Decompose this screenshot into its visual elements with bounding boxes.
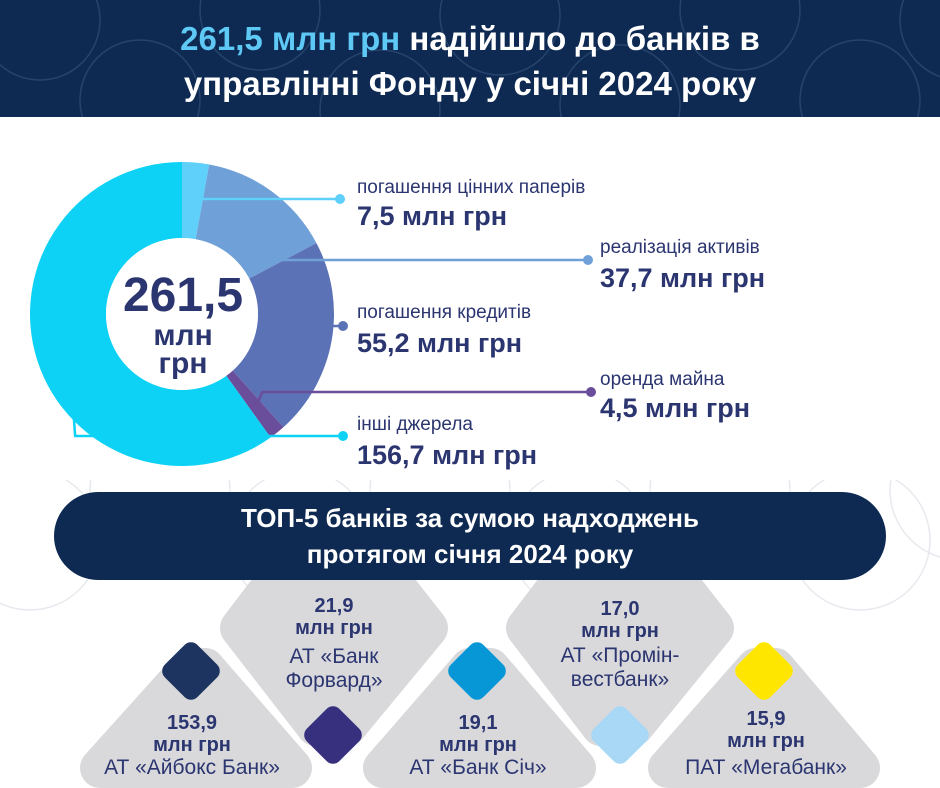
bank-card-mega: 15,9 млн грн ПАТ «Мегабанк» xyxy=(664,708,868,780)
header-pattern xyxy=(0,0,940,117)
marker-diamond-sich xyxy=(448,642,506,700)
top5-banner-text: ТОП-5 банків за сумою надходжень протяго… xyxy=(54,500,886,572)
banner-line2: протягом січня 2024 року xyxy=(306,539,634,569)
bank-name-line1: АТ «Айбокс Банк» xyxy=(104,756,280,779)
leader-dot-securities xyxy=(335,194,345,204)
slice-label-loans: погашення кредитів xyxy=(357,302,532,323)
top5-banner xyxy=(54,492,886,580)
bank-amount: 19,1 xyxy=(458,712,498,734)
center-unit-line2: грн xyxy=(158,347,208,380)
slice-value-loans: 55,2 млн грн xyxy=(357,328,523,358)
banner-line1: ТОП-5 банків за сумою надходжень xyxy=(241,503,699,533)
marker-diamond-mega xyxy=(735,642,793,700)
slice-label-securities: погашення цінних паперів xyxy=(357,177,586,198)
donut-slice-other xyxy=(30,162,271,466)
leader-line-assets xyxy=(250,218,588,262)
donut-slice-securities xyxy=(182,162,210,240)
leader-line-loans xyxy=(297,324,343,336)
header-banner: 261,5 млн грн надійшло до банків в управ… xyxy=(0,0,940,117)
bank-name-line1: ПАТ «Мегабанк» xyxy=(685,756,847,779)
bank-card-forward: 21,9 млн грн АТ «Банк Форвард» xyxy=(252,595,416,693)
bank-unit: млн грн xyxy=(295,617,373,639)
title-line1: надійшло до банків в xyxy=(409,20,760,57)
bank-unit: млн грн xyxy=(581,620,659,642)
marker-diamond-forward xyxy=(304,706,362,764)
donut-hole xyxy=(106,238,258,390)
leader-dot-other xyxy=(338,431,348,441)
bank-name-line2: вестбанк» xyxy=(570,668,670,691)
bank-unit: млн грн xyxy=(153,734,231,756)
slice-label-assets: реалізація активів xyxy=(600,237,760,258)
donut-slice-rent xyxy=(226,370,284,438)
center-total-value: 261,5 xyxy=(122,269,244,322)
leader-dot-loans xyxy=(338,321,348,331)
leader-dot-rent xyxy=(586,387,596,397)
bank-name-line1: АТ «Промін- xyxy=(560,644,680,667)
center-total-unit: млн грн xyxy=(108,319,258,380)
bank-card-promin: 17,0 млн грн АТ «Промін- вестбанк» xyxy=(536,598,704,692)
bank-card-sich: 19,1 млн грн АТ «Банк Січ» xyxy=(380,712,576,780)
slice-label-rent: оренда майна xyxy=(600,369,725,390)
leader-dot-assets xyxy=(583,255,593,265)
title-highlight: 261,5 млн грн xyxy=(180,20,401,57)
leader-line-securities xyxy=(192,194,340,201)
slice-value-securities: 7,5 млн грн xyxy=(357,201,508,231)
bank-name-line1: АТ «Банк xyxy=(289,645,379,668)
bank-amount: 21,9 xyxy=(314,595,354,617)
bank-amount: 153,9 xyxy=(166,712,218,734)
donut-slice-loans xyxy=(232,243,334,428)
slice-value-assets: 37,7 млн грн xyxy=(600,263,766,293)
marker-diamond-ibox xyxy=(162,642,220,700)
bank-name-line1: АТ «Банк Січ» xyxy=(409,756,547,779)
slice-value-other: 156,7 млн грн xyxy=(357,440,538,470)
bank-amount: 15,9 xyxy=(746,708,786,730)
page-title: 261,5 млн грн надійшло до банків в управ… xyxy=(0,16,940,106)
slice-value-rent: 4,5 млн грн xyxy=(600,393,751,423)
marker-diamond-promin xyxy=(591,706,649,764)
bank-unit: млн грн xyxy=(439,734,517,756)
title-line2: управлінні Фонду у січні 2024 року xyxy=(183,65,757,102)
center-unit-line1: млн xyxy=(153,319,213,352)
slice-label-other: інші джерела xyxy=(357,414,473,435)
leader-line-other xyxy=(67,350,343,438)
bank-unit: млн грн xyxy=(727,730,805,752)
leader-line-rent xyxy=(255,390,591,407)
bank-card-ibox: 153,9 млн грн АТ «Айбокс Банк» xyxy=(86,712,298,780)
bank-name-line2: Форвард» xyxy=(285,669,383,692)
donut-chart xyxy=(30,162,596,466)
donut-slice-assets xyxy=(195,164,317,279)
bank-amount: 17,0 xyxy=(600,598,640,620)
